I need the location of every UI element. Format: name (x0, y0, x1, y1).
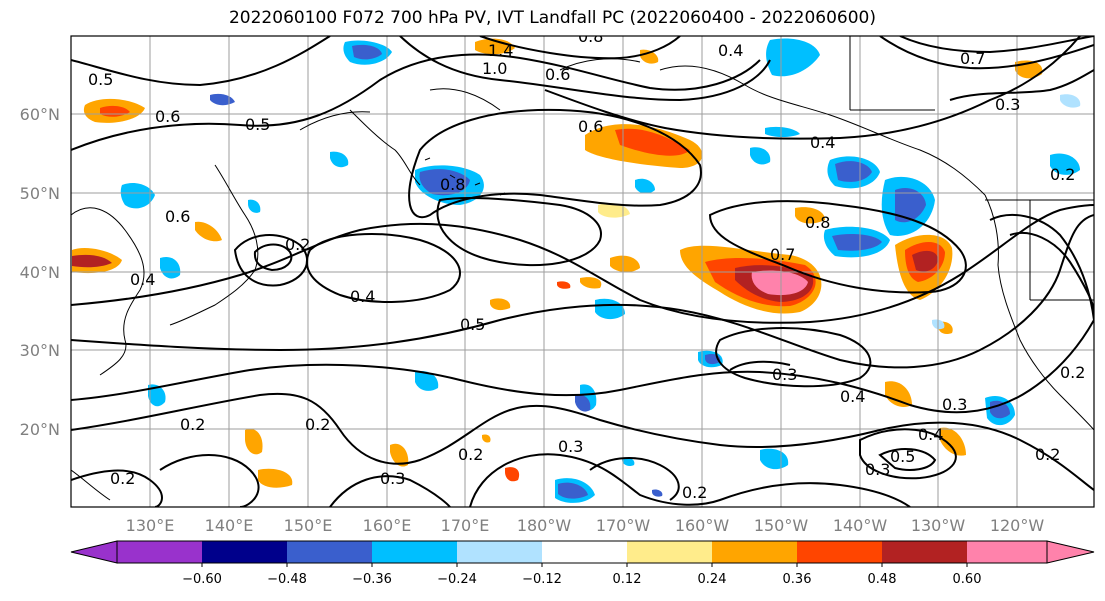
svg-text:0.5: 0.5 (245, 115, 270, 134)
colorbar-outline (116, 540, 1048, 564)
colorbar-segment (627, 541, 712, 563)
lon-label: 180°W (517, 516, 572, 535)
colorbar-tick-label: 0.48 (868, 572, 897, 587)
colorbar-segment (287, 541, 372, 563)
svg-text:0.4: 0.4 (840, 387, 865, 406)
lon-label: 160°W (675, 516, 730, 535)
pv-contours (71, 36, 1094, 507)
colorbar-tick-label: 0.24 (698, 572, 727, 587)
colorbar-segment (882, 541, 967, 563)
latitude-axis: 60°N 50°N 40°N 30°N 20°N (20, 105, 60, 439)
svg-text:0.8: 0.8 (440, 175, 465, 194)
svg-text:0.2: 0.2 (1035, 445, 1060, 464)
svg-text:0.6: 0.6 (578, 117, 603, 136)
lon-label: 150°E (284, 516, 333, 535)
svg-text:0.7: 0.7 (960, 49, 985, 68)
svg-text:0.3: 0.3 (558, 437, 583, 456)
colorbar-tick-label: 0.60 (953, 572, 982, 587)
svg-text:0.4: 0.4 (350, 287, 375, 306)
colorbar-max-arrow (1046, 540, 1095, 564)
map-frame (70, 35, 1095, 508)
lat-label: 30°N (20, 341, 60, 360)
lat-label: 40°N (20, 263, 60, 282)
svg-text:0.5: 0.5 (890, 447, 915, 466)
svg-text:0.5: 0.5 (88, 70, 113, 89)
lon-label: 130°W (911, 516, 966, 535)
svg-text:0.3: 0.3 (772, 365, 797, 384)
svg-text:0.2: 0.2 (285, 235, 310, 254)
colorbar-segment (457, 541, 542, 563)
svg-text:0.3: 0.3 (995, 95, 1020, 114)
colorbar-segment (797, 541, 882, 563)
map-title: 2022060100 F072 700 hPa PV, IVT Landfall… (228, 8, 876, 28)
colorbar-segment (117, 541, 202, 563)
colorbar-segment (967, 541, 1047, 563)
svg-text:0.2: 0.2 (458, 445, 483, 464)
lon-label: 140°W (833, 516, 888, 535)
svg-text:0.2: 0.2 (180, 415, 205, 434)
lon-label: 140°E (205, 516, 254, 535)
svg-text:0.3: 0.3 (865, 460, 890, 479)
svg-text:0.7: 0.7 (770, 245, 795, 264)
gridlines (71, 36, 1094, 507)
svg-text:1.4: 1.4 (488, 41, 513, 60)
coastlines (71, 36, 1094, 501)
svg-text:0.5: 0.5 (460, 315, 485, 334)
svg-text:0.6: 0.6 (155, 107, 180, 126)
svg-text:0.2: 0.2 (1060, 363, 1085, 382)
lat-label: 50°N (20, 184, 60, 203)
lat-label: 60°N (20, 105, 60, 124)
svg-text:0.8: 0.8 (578, 27, 603, 46)
svg-text:0.4: 0.4 (810, 133, 835, 152)
colorbar-min-arrow (70, 540, 118, 564)
colorbar-tick-label: 0.12 (613, 572, 642, 587)
svg-text:0.6: 0.6 (545, 65, 570, 84)
longitude-axis: 130°E 140°E 150°E 160°E 170°E 180°W 170°… (126, 516, 1045, 535)
colorbar: −0.60 −0.48 −0.36 −0.24 −0.12 0.12 0.24 … (70, 540, 1095, 587)
colorbar-segment (542, 541, 627, 563)
svg-text:0.2: 0.2 (110, 469, 135, 488)
lat-label: 20°N (20, 420, 60, 439)
svg-text:0.3: 0.3 (942, 395, 967, 414)
colorbar-tick-label: 0.36 (783, 572, 812, 587)
anomaly-shading (72, 38, 1043, 488)
lon-label: 170°W (596, 516, 651, 535)
anomaly-shading-negative (120, 38, 1081, 503)
svg-text:0.4: 0.4 (130, 270, 155, 289)
lon-label: 160°E (363, 516, 412, 535)
colorbar-segment (712, 541, 797, 563)
svg-text:0.2: 0.2 (1050, 165, 1075, 184)
colorbar-tick-label: −0.24 (437, 572, 477, 587)
svg-text:0.8: 0.8 (805, 213, 830, 232)
svg-text:0.2: 0.2 (682, 483, 707, 502)
colorbar-tick-label: −0.48 (267, 572, 307, 587)
lon-label: 120°W (990, 516, 1045, 535)
svg-text:1.0: 1.0 (482, 59, 507, 78)
svg-text:0.4: 0.4 (918, 425, 943, 444)
svg-text:0.4: 0.4 (718, 41, 743, 60)
lon-label: 130°E (126, 516, 175, 535)
lon-label: 150°W (754, 516, 809, 535)
svg-text:0.3: 0.3 (380, 469, 405, 488)
colorbar-tick-label: −0.60 (182, 572, 222, 587)
colorbar-tick-label: −0.36 (352, 572, 392, 587)
colorbar-segment (202, 541, 287, 563)
lon-label: 170°E (441, 516, 490, 535)
svg-text:0.2: 0.2 (305, 415, 330, 434)
colorbar-segment (372, 541, 457, 563)
colorbar-tick-label: −0.12 (522, 572, 562, 587)
svg-text:0.6: 0.6 (165, 207, 190, 226)
contour-labels: 1.4 1.0 0.8 0.6 0.4 0.7 0.3 0.2 0.5 0.6 … (88, 27, 1085, 502)
